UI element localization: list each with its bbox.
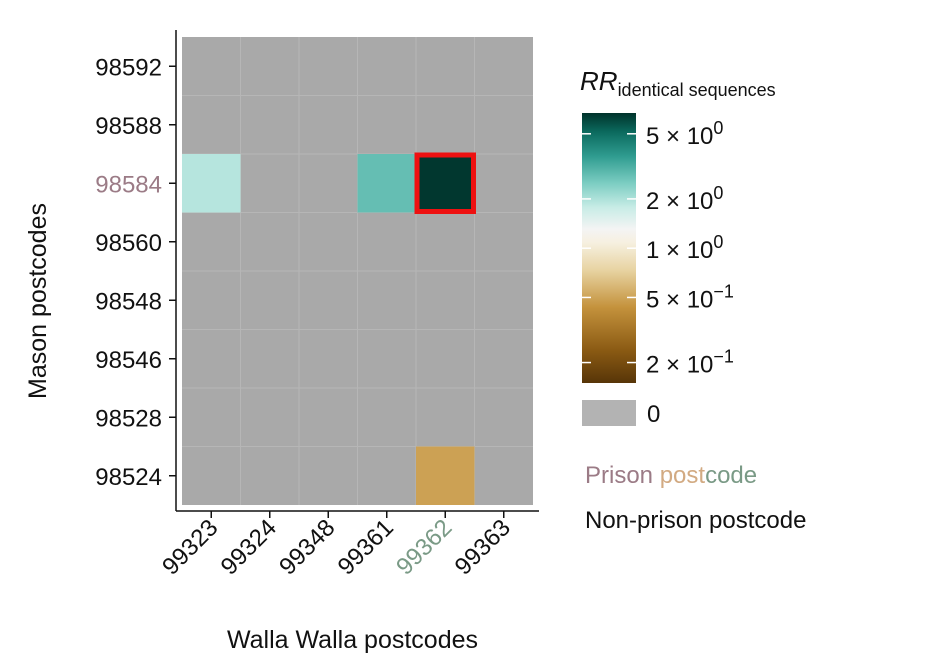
x-tick-label: 99324 [216, 514, 282, 580]
legend-title-main: RR [580, 66, 618, 96]
y-tick-label: 98588 [95, 113, 162, 140]
highlight-box [414, 152, 476, 214]
prison-label-part-3: code [705, 462, 758, 489]
y-axis-title: Mason postcodes [24, 203, 52, 399]
heatmap-cell [416, 446, 475, 505]
x-tick-label: 99362 [391, 514, 457, 580]
y-tick-label: 98592 [95, 54, 162, 81]
y-tick-label: 98584 [95, 171, 162, 198]
y-tick-label: 98560 [95, 230, 162, 257]
colorbar-tick-label: 5 × 10−1 [646, 281, 734, 313]
x-tick-label: 99323 [157, 514, 223, 580]
colorbar-tick-label: 1 × 100 [646, 232, 723, 264]
x-tick-label: 99361 [333, 514, 399, 580]
y-tick-label: 98524 [95, 464, 162, 491]
plot-area [182, 37, 533, 505]
colorbar-tick-label: 5 × 100 [646, 118, 723, 150]
zero-swatch [582, 400, 636, 426]
y-tick-label: 98548 [95, 288, 162, 315]
prison-label-part-2: post [659, 462, 706, 489]
prison-label-part-1: Prison [585, 462, 660, 489]
heatmap-cell [416, 154, 475, 213]
heatmap-cell [182, 154, 241, 213]
heatmap-cell [357, 154, 416, 213]
colorbar-legend: 0 5 × 100 2 × 100 1 × 100 5 × 10−1 2 × 10−1 [582, 113, 734, 428]
legend-title-subscript: identical sequences [617, 80, 776, 101]
non-prison-postcode-legend: Non-prison postcode [585, 507, 807, 534]
zero-label: 0 [647, 401, 660, 428]
y-tick-label: 98546 [95, 347, 162, 374]
legend-title: RRidentical sequences [580, 66, 776, 101]
colorbar-tick-label: 2 × 100 [646, 183, 723, 215]
x-axis-title: Walla Walla postcodes [227, 626, 478, 654]
y-tick-label: 98528 [95, 405, 162, 432]
x-tick-label: 99363 [450, 514, 516, 580]
x-tick-label: 99348 [274, 514, 340, 580]
prison-postcode-legend: Prison postcode [585, 462, 757, 490]
colorbar-tick-label: 2 × 10−1 [646, 347, 734, 379]
